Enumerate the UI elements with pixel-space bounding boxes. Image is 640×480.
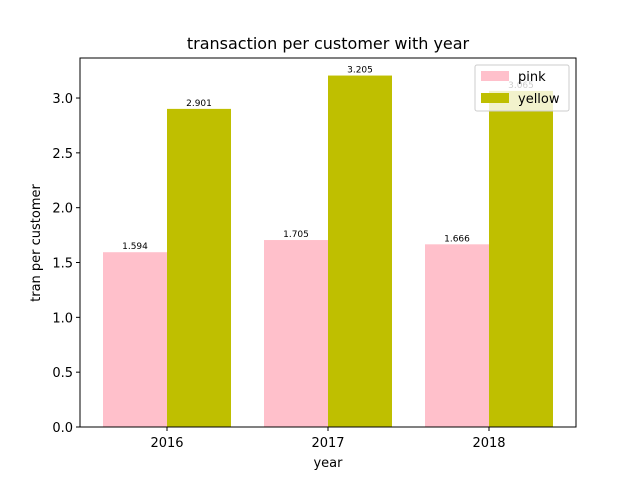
bar-pink-2017 [264,240,328,427]
data-label-pink-2017: 1.705 [283,230,309,240]
legend-label-pink: pink [518,70,546,85]
bar-pink-2016 [103,252,167,427]
x-axis-label: year [313,456,343,471]
y-axis-label: tran per customer [29,183,44,301]
y-tick-label: 1.0 [52,311,73,326]
bar-yellow-2017 [328,75,392,427]
data-label-yellow-2017: 3.205 [347,66,373,76]
bar-yellow-2016 [167,108,231,428]
data-label-pink-2016: 1.594 [122,242,148,252]
y-tick-label: 0.0 [52,421,73,436]
y-tick-label: 3.0 [52,92,73,107]
plot-frame [79,57,577,428]
x-tick-label: 2017 [311,436,344,451]
legend-swatch-pink [481,71,509,81]
data-label-yellow-2016: 2.901 [186,99,212,109]
bar-yellow-2018 [489,90,553,428]
y-tick-label: 2.0 [52,202,73,217]
y-tick-label: 1.5 [52,257,73,272]
x-axis: 2016 2017 2018 [150,427,506,451]
x-tick-label: 2016 [150,436,183,451]
x-tick-label: 2018 [472,436,505,451]
y-axis: 0.0 0.5 1.0 1.5 2.0 2.5 3.0 [52,92,80,436]
legend-swatch-yellow [481,93,509,103]
data-label-pink-2018: 1.666 [444,234,470,244]
y-tick-label: 0.5 [52,366,73,381]
legend-label-yellow: yellow [518,92,560,107]
chart-title: transaction per customer with year [187,34,470,53]
legend: pink yellow [474,64,570,112]
bar-pink-2018 [425,244,489,427]
y-tick-label: 2.5 [52,147,73,162]
